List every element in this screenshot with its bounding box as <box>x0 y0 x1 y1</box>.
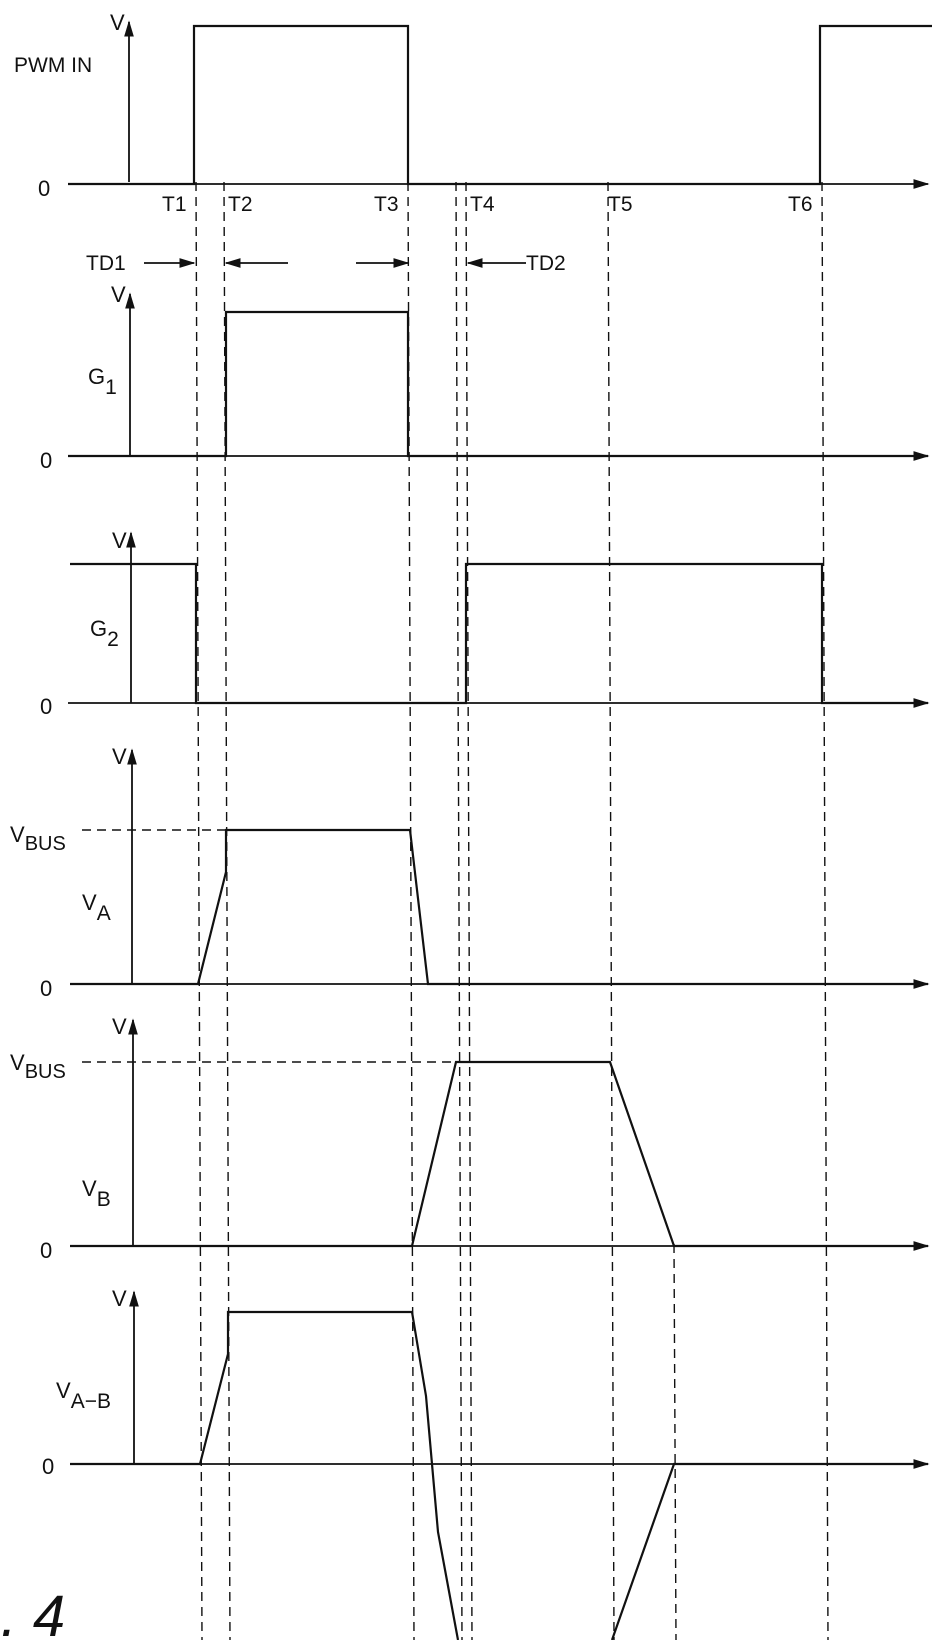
va-label: VA <box>82 890 111 925</box>
dash-t3b <box>455 181 463 1640</box>
time-reference-lines <box>195 181 829 1640</box>
vb-zero: 0 <box>40 1238 52 1263</box>
pwm-zero: 0 <box>38 176 50 201</box>
marker-t4: T4 <box>470 193 495 216</box>
dash-t5 <box>607 181 615 1640</box>
marker-t5: T5 <box>608 193 633 216</box>
va-vbus-label: VBUS <box>10 822 66 855</box>
va-v-unit: V <box>112 744 127 769</box>
g2-waveform <box>70 562 928 705</box>
vab-waveform <box>70 1310 460 1640</box>
dash-t1 <box>195 181 203 1640</box>
vab-label: VA−B <box>56 1378 111 1413</box>
g1-v-unit: V <box>111 282 126 307</box>
dash-t4 <box>465 181 473 1640</box>
g2-zero: 0 <box>40 694 52 719</box>
panel-vb: V 0 VBUS VB <box>10 1014 930 1263</box>
pwm-in-label: PWM IN <box>14 54 92 77</box>
time-marker-labels: T1 T2 T3 T4 T5 T6 <box>162 193 813 216</box>
vab-waveform-recovery <box>610 1462 928 1640</box>
panel-vab: V 0 VA−B <box>42 1286 930 1640</box>
pwm-v-unit: V <box>110 10 125 35</box>
vb-vbus-label: VBUS <box>10 1050 66 1083</box>
va-zero: 0 <box>40 976 52 1001</box>
marker-t2: T2 <box>228 193 253 216</box>
dead-time-annotations: TD1 TD2 <box>86 252 566 275</box>
vb-v-unit: V <box>112 1014 127 1039</box>
g1-waveform <box>68 310 928 458</box>
vb-waveform <box>70 1060 928 1248</box>
figure-label: FIG. 4 <box>0 1584 65 1640</box>
marker-t6: T6 <box>788 193 813 216</box>
dash-t5b <box>673 1243 677 1640</box>
pwm-in-waveform <box>68 24 932 186</box>
td2-label: TD2 <box>526 252 566 275</box>
g1-label: G1 <box>88 364 117 399</box>
marker-t1: T1 <box>162 193 187 216</box>
vb-label: VB <box>82 1176 111 1211</box>
va-waveform <box>70 828 928 986</box>
panel-va: V 0 VBUS VA <box>10 744 930 1001</box>
vab-v-unit: V <box>112 1286 127 1311</box>
g1-zero: 0 <box>40 448 52 473</box>
td1-label: TD1 <box>86 252 126 275</box>
marker-t3: T3 <box>374 193 399 216</box>
panel-g1: V 0 G1 <box>40 282 930 473</box>
g2-label: G2 <box>90 616 119 651</box>
panel-pwm-in: V 0 PWM IN <box>14 10 932 201</box>
dash-t6 <box>821 181 829 1640</box>
vab-zero: 0 <box>42 1454 54 1479</box>
panel-g2: V 0 G2 <box>40 528 930 719</box>
g2-v-unit: V <box>112 528 127 553</box>
